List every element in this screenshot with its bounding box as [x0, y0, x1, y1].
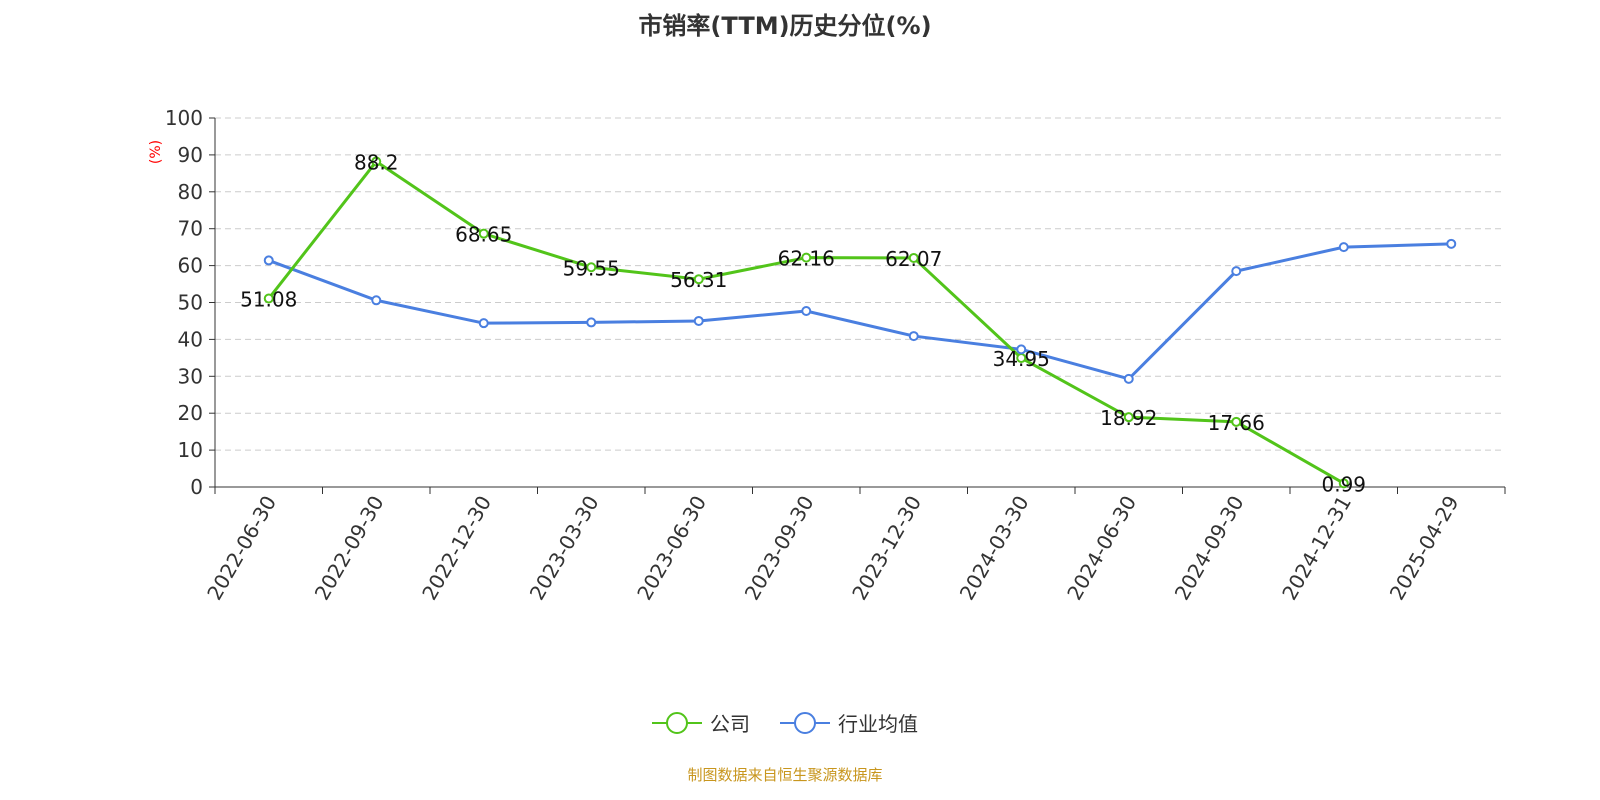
x-tick-label: 2022-06-30: [202, 492, 281, 605]
y-axis-label: (%): [148, 140, 164, 164]
data-point: [371, 295, 382, 306]
x-tick-label: 2024-03-30: [955, 492, 1034, 605]
legend-item[interactable]: 行业均值: [780, 708, 918, 737]
data-point: [1123, 373, 1134, 384]
data-point: [478, 318, 489, 329]
x-tick-label: 2023-12-30: [847, 492, 926, 605]
data-label: 17.66: [1208, 411, 1265, 435]
x-tick-label: 2024-06-30: [1062, 492, 1141, 605]
data-label: 62.16: [778, 247, 835, 271]
y-tick-label: 0: [190, 475, 203, 499]
data-point: [1338, 478, 1349, 489]
data-point: [1231, 416, 1242, 427]
series-line-行业均值: [268, 242, 1452, 381]
data-point: [586, 262, 597, 273]
legend-label: 行业均值: [838, 712, 918, 736]
data-point: [371, 156, 382, 167]
y-tick-label: 20: [178, 401, 203, 425]
y-tick-label: 100: [165, 106, 203, 130]
data-point: [1123, 412, 1134, 423]
data-label: 51.08: [240, 288, 297, 312]
y-tick-label: 90: [178, 143, 203, 167]
legend-line-circle-icon: [652, 711, 702, 734]
y-tick-label: 10: [178, 438, 203, 462]
data-point: [1016, 344, 1027, 355]
legend: 公司 行业均值: [0, 708, 1570, 737]
y-tick-label: 30: [178, 364, 203, 388]
chart-title: 市销率(TTM)历史分位(%): [638, 12, 932, 40]
data-point: [263, 255, 274, 266]
x-tick-label: 2023-06-30: [632, 492, 711, 605]
data-label: 56.31: [670, 268, 727, 292]
source-note: 制图数据来自恒生聚源数据库: [687, 766, 883, 784]
x-tick-label: 2025-04-29: [1385, 492, 1464, 605]
x-tick-label: 2022-12-30: [417, 492, 496, 605]
data-point: [478, 228, 489, 239]
x-tick-label: 2023-03-30: [525, 492, 604, 605]
data-point: [801, 305, 812, 316]
data-point: [693, 274, 704, 285]
legend-item[interactable]: 公司: [652, 708, 750, 737]
x-tick-label: 2024-12-31: [1277, 492, 1356, 605]
legend-line-circle-icon: [780, 711, 830, 734]
y-tick-label: 60: [178, 254, 203, 278]
data-label: 18.92: [1100, 406, 1157, 430]
data-label: 59.55: [563, 256, 620, 280]
x-tick-label: 2022-09-30: [310, 492, 389, 605]
data-point: [1338, 242, 1349, 253]
data-point: [263, 293, 274, 304]
legend-label: 公司: [710, 712, 750, 736]
y-tick-label: 40: [178, 327, 203, 351]
y-tick-label: 80: [178, 180, 203, 204]
data-point: [1231, 266, 1242, 277]
series-line-公司: [267, 159, 1345, 485]
data-point: [1446, 238, 1457, 249]
y-tick-label: 70: [178, 217, 203, 241]
data-point: [908, 331, 919, 342]
x-tick-label: 2024-09-30: [1170, 492, 1249, 605]
data-point: [586, 317, 597, 328]
data-label: 62.07: [885, 247, 942, 271]
x-tick-label: 2023-09-30: [740, 492, 819, 605]
y-tick-label: 50: [178, 291, 203, 315]
data-point: [693, 315, 704, 326]
data-point: [801, 252, 812, 263]
data-label: 88.2: [354, 151, 399, 175]
data-label: 68.65: [455, 223, 512, 247]
data-label: 0.99: [1321, 472, 1366, 496]
data-point: [908, 252, 919, 263]
